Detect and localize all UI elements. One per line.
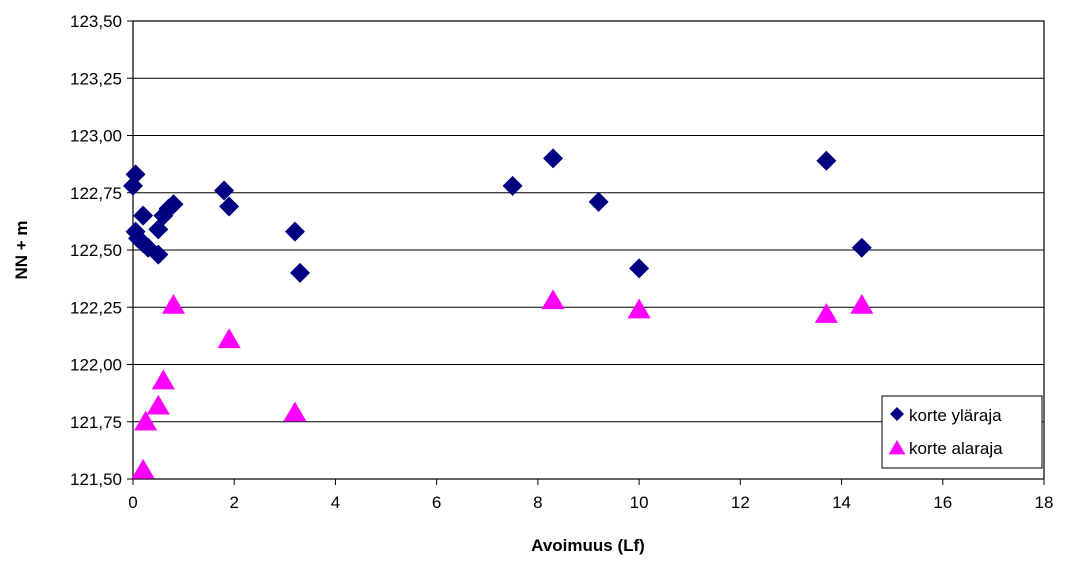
x-tick-label: 2 (229, 493, 238, 512)
y-axis-ticks: 121,50 121,75 122,00 122,25 122,50 122,75 123,… (70, 12, 133, 489)
data-points (123, 148, 874, 479)
data-point-diamond (851, 237, 872, 258)
legend-label-series-1: korte yläraja (909, 406, 1002, 425)
data-point-triangle (627, 298, 651, 319)
y-tick-label: 123,50 (70, 12, 122, 31)
y-tick-label: 121,50 (70, 470, 122, 489)
data-point-triangle (161, 293, 186, 314)
data-point-diamond (148, 244, 169, 265)
x-tick-label: 16 (933, 493, 952, 512)
x-axis-ticks: 0 2 4 6 8 10 12 14 16 18 (128, 479, 1053, 512)
data-point-triangle (131, 458, 155, 479)
data-point-triangle (217, 328, 241, 349)
y-tick-label: 123,25 (70, 69, 122, 88)
y-tick-label: 121,75 (70, 413, 122, 432)
gridlines (133, 77, 1044, 423)
x-tick-label: 8 (533, 493, 542, 512)
data-point-triangle (850, 293, 874, 314)
data-point-diamond (219, 196, 240, 217)
data-point-triangle (541, 289, 565, 310)
x-tick-label: 0 (128, 493, 137, 512)
data-point-triangle (134, 410, 158, 431)
data-point-diamond (163, 194, 184, 215)
x-axis-title: Avoimuus (Lf) (531, 536, 645, 555)
y-tick-label: 123,00 (70, 127, 122, 146)
x-tick-label: 10 (630, 493, 649, 512)
legend: korte yläraja korte alaraja (881, 395, 1043, 469)
legend-items (888, 407, 906, 455)
data-point-triangle (814, 303, 838, 323)
data-point-diamond (588, 191, 609, 212)
data-point-diamond (543, 148, 564, 169)
y-tick-label: 122,75 (70, 184, 122, 203)
data-point-triangle (146, 394, 170, 415)
data-point-triangle (283, 401, 307, 422)
data-point-diamond (290, 262, 311, 283)
y-tick-label: 122,00 (70, 356, 122, 375)
data-point-triangle (151, 369, 175, 390)
y-axis-title: NN + m (12, 220, 31, 279)
data-point-diamond (816, 150, 837, 171)
data-point-diamond (629, 258, 650, 279)
x-tick-label: 14 (832, 493, 851, 512)
x-tick-label: 6 (432, 493, 441, 512)
legend-box (881, 395, 1043, 469)
y-tick-label: 122,25 (70, 298, 122, 317)
data-point-diamond (502, 175, 523, 196)
x-tick-label: 4 (331, 493, 340, 512)
data-point-diamond (133, 205, 154, 226)
legend-marker-triangle (888, 440, 906, 455)
y-tick-label: 122,50 (70, 241, 122, 260)
data-point-diamond (214, 180, 235, 201)
data-point-diamond (125, 164, 146, 185)
data-point-diamond (284, 221, 305, 242)
x-tick-label: 12 (731, 493, 750, 512)
x-tick-label: 18 (1035, 493, 1054, 512)
legend-marker-diamond (890, 407, 904, 421)
legend-label-series-2: korte alaraja (909, 439, 1003, 458)
